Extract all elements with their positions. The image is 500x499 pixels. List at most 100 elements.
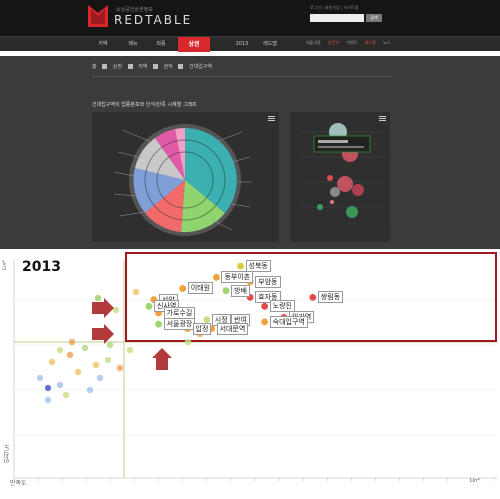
nav-item-menu[interactable]: 메뉴 <box>128 41 138 47</box>
donut-chart <box>113 124 252 236</box>
breadcrumb-item[interactable]: 건대입구역 <box>188 64 212 70</box>
breadcrumb-item[interactable]: 상권 <box>112 64 122 70</box>
breadcrumb-item[interactable]: 관악 <box>163 64 173 70</box>
chevron-right-icon <box>127 64 133 69</box>
scatter-point[interactable] <box>112 306 120 314</box>
scatter-point[interactable] <box>184 338 192 346</box>
scatter-point[interactable] <box>104 356 112 364</box>
scatter-point[interactable] <box>155 320 163 328</box>
scatter-point[interactable] <box>36 374 44 382</box>
nav-item-region[interactable]: 지역 <box>98 41 108 47</box>
scatter-point[interactable] <box>66 351 74 359</box>
x-axis-title: 만족도 <box>10 480 27 487</box>
chart-year-title: 2013 <box>22 259 61 275</box>
scatter-point[interactable] <box>126 346 134 354</box>
right-arrow-icon <box>92 324 114 344</box>
scatter-point[interactable] <box>261 302 269 310</box>
x-axis-end-label: Lin* <box>470 478 480 484</box>
highlight-region <box>125 252 497 342</box>
chevron-right-icon <box>178 64 184 69</box>
point-label: 가로수길 <box>163 306 196 319</box>
analysis-panel: 홈 상권 지역 관악 건대입구역 건대입구역의 업종분포와 인식/만족 시계열 … <box>0 56 500 249</box>
scatter-point[interactable] <box>86 386 94 394</box>
nav-item-trend[interactable]: 외풍 <box>156 41 166 47</box>
scatter-chart-area: 2013 Lin* 성북동동부이촌부암동이태원방배효자동쌍림동서양신사역노량진가… <box>0 250 500 499</box>
nav-right-link[interactable]: 제출내용 <box>306 40 321 45</box>
scatter-point[interactable] <box>309 293 317 301</box>
nav-item-district[interactable]: 상권 <box>178 37 210 52</box>
site-header: 소상공인상권정보 REDTABLE 로그인 | 회원가입 | 사이트맵 검색 <box>0 0 500 36</box>
header-divider <box>0 52 500 56</box>
bubble[interactable] <box>330 187 340 197</box>
scatter-point[interactable] <box>237 262 244 270</box>
nav-right-link[interactable]: 레드맵 <box>364 40 376 45</box>
scatter-point[interactable] <box>96 374 104 382</box>
point-label: 쌍림동 <box>317 291 344 304</box>
bubble[interactable] <box>327 175 333 181</box>
donut-slice <box>135 138 185 180</box>
bubble-chart-panel <box>290 112 390 242</box>
header-links[interactable]: 로그인 | 회원가입 | 사이트맵 <box>310 5 359 10</box>
scatter-point[interactable] <box>62 391 70 399</box>
scatter-point[interactable] <box>179 285 187 292</box>
bubble[interactable] <box>346 206 358 218</box>
nav-right-link[interactable]: 이벤트 <box>346 40 358 45</box>
chevron-right-icon <box>102 64 108 69</box>
bubble[interactable] <box>352 184 364 196</box>
scatter-point[interactable] <box>222 287 230 295</box>
chevron-right-icon <box>152 64 158 69</box>
scatter-point[interactable] <box>48 358 56 366</box>
bubble[interactable] <box>337 176 353 192</box>
nav-right-link[interactable]: 방문자 <box>328 40 340 45</box>
redtable-logo-icon[interactable] <box>88 5 108 27</box>
breadcrumb: 홈 상권 지역 관악 건대입구역 <box>92 63 216 70</box>
point-label: 노량진 <box>269 300 295 313</box>
arrows <box>92 298 172 370</box>
bubble-chart <box>302 123 386 233</box>
bubble[interactable] <box>330 200 334 204</box>
analysis-title: 건대입구역의 업종분포와 인식/만족 시계열 그래프 <box>92 102 197 108</box>
search-button[interactable]: 검색 <box>366 14 382 22</box>
point-label: 성북동 <box>245 260 271 273</box>
breadcrumb-home[interactable]: 홈 <box>92 64 97 70</box>
scatter-point[interactable] <box>56 346 64 354</box>
search-input[interactable] <box>310 14 364 22</box>
y-axis-end-label: Lin* <box>2 260 8 270</box>
scatter-point[interactable] <box>44 396 52 404</box>
scatter-point[interactable] <box>145 302 153 310</box>
scatter-point[interactable] <box>81 344 89 352</box>
point-label: 부암동 <box>255 275 281 288</box>
donut-chart-panel <box>92 112 279 242</box>
scatter-point[interactable] <box>68 338 76 346</box>
scatter-point[interactable] <box>45 385 51 391</box>
scatter-point[interactable] <box>74 368 82 376</box>
scatter-point[interactable] <box>56 381 64 389</box>
nav-item-2013[interactable]: 2013 <box>235 41 249 47</box>
up-arrow-icon <box>152 348 172 370</box>
breadcrumb-item[interactable]: 지역 <box>138 64 148 70</box>
bubble[interactable] <box>317 204 323 210</box>
point-label: 서울광장 <box>163 318 196 331</box>
scatter-point[interactable] <box>106 341 114 349</box>
logo-subtitle: 소상공인상권정보 <box>116 7 153 13</box>
menu-icon[interactable] <box>379 116 386 121</box>
bubble-tooltip <box>313 135 371 153</box>
scatter-point[interactable] <box>261 318 269 326</box>
nav-item-redmap[interactable]: 레드맵 <box>263 41 277 47</box>
logo-text[interactable]: REDTABLE <box>114 13 193 27</box>
scatter-point[interactable] <box>132 288 140 296</box>
scatter-point[interactable] <box>203 316 211 324</box>
point-label: 압정 <box>192 322 212 335</box>
point-label: 동부이촌 <box>221 271 254 284</box>
point-label: 서대문역 <box>216 322 249 335</box>
scatter-point[interactable] <box>116 364 124 372</box>
scatter-point[interactable] <box>94 294 102 302</box>
breadcrumb-divider <box>92 76 392 77</box>
right-arrow-icon <box>92 298 114 318</box>
scatter-point[interactable] <box>92 361 100 369</box>
y-axis-title: 인식도 <box>4 445 11 463</box>
menu-icon[interactable] <box>268 116 275 121</box>
nav-right-link[interactable]: 뉴스 <box>383 40 391 45</box>
point-label: 방배 <box>231 284 250 297</box>
scatter-point[interactable] <box>213 273 220 281</box>
